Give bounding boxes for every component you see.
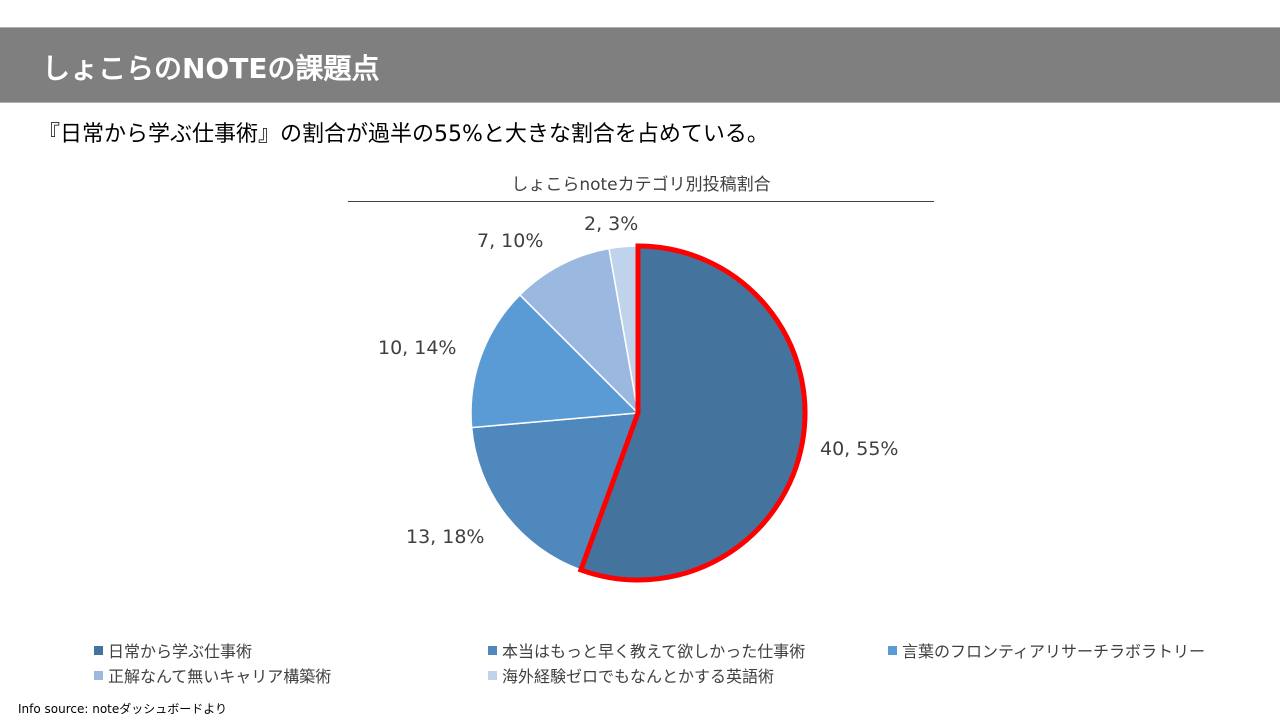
legend-swatch-2 (488, 645, 497, 655)
legend-label-5: 海外経験ゼロでもなんとかする英語術 (502, 667, 775, 686)
legend-item-1[interactable]: 日常から学ぶ仕事術 (94, 638, 252, 662)
data-label-slice-1: 40, 55% (820, 438, 899, 460)
legend-swatch-1 (94, 645, 103, 655)
data-label-slice-4: 7, 10% (477, 230, 544, 252)
data-label-slice-2: 13, 18% (406, 526, 485, 548)
legend-label-1: 日常から学ぶ仕事術 (108, 642, 253, 661)
legend-item-2[interactable]: 本当はもっと早く教えて欲しかった仕事術 (488, 638, 805, 662)
pie-slice-2 (470, 412, 640, 571)
legend-item-5[interactable]: 海外経験ゼロでもなんとかする英語術 (488, 663, 774, 687)
data-label-slice-5: 2, 3% (584, 213, 639, 235)
legend-item-3[interactable]: 言葉のフロンティアリサーチラボラトリー (888, 638, 1205, 662)
legend-label-4: 正解なんて無いキャリア構築術 (108, 667, 332, 686)
page-title: しょこらのNOTEの課題点 (42, 52, 380, 85)
legend-label-3: 言葉のフロンティアリサーチラボラトリー (902, 642, 1206, 661)
legend-label-2: 本当はもっと早く教えて欲しかった仕事術 (502, 642, 806, 661)
pie-slice-4 (518, 247, 640, 416)
legend-swatch-3 (888, 645, 897, 655)
data-label-slice-3: 10, 14% (378, 337, 457, 359)
chart-title: しょこらnoteカテゴリ別投稿割合 (511, 175, 771, 195)
header-bar: しょこらのNOTEの課題点 (0, 27, 1280, 103)
pie-slice-3 (470, 293, 640, 429)
legend-swatch-4 (94, 670, 103, 680)
slide-subtitle: 『日常から学ぶ仕事術』の割合が過半の55%と大きな割合を占めている。 (38, 122, 769, 147)
legend-item-4[interactable]: 正解なんて無いキャリア構築術 (94, 663, 331, 687)
highlight-outline (577, 243, 808, 583)
legend-swatch-5 (488, 670, 497, 680)
info-source: Info source: noteダッシュボードより (18, 702, 228, 716)
chart-title-divider (348, 201, 934, 202)
